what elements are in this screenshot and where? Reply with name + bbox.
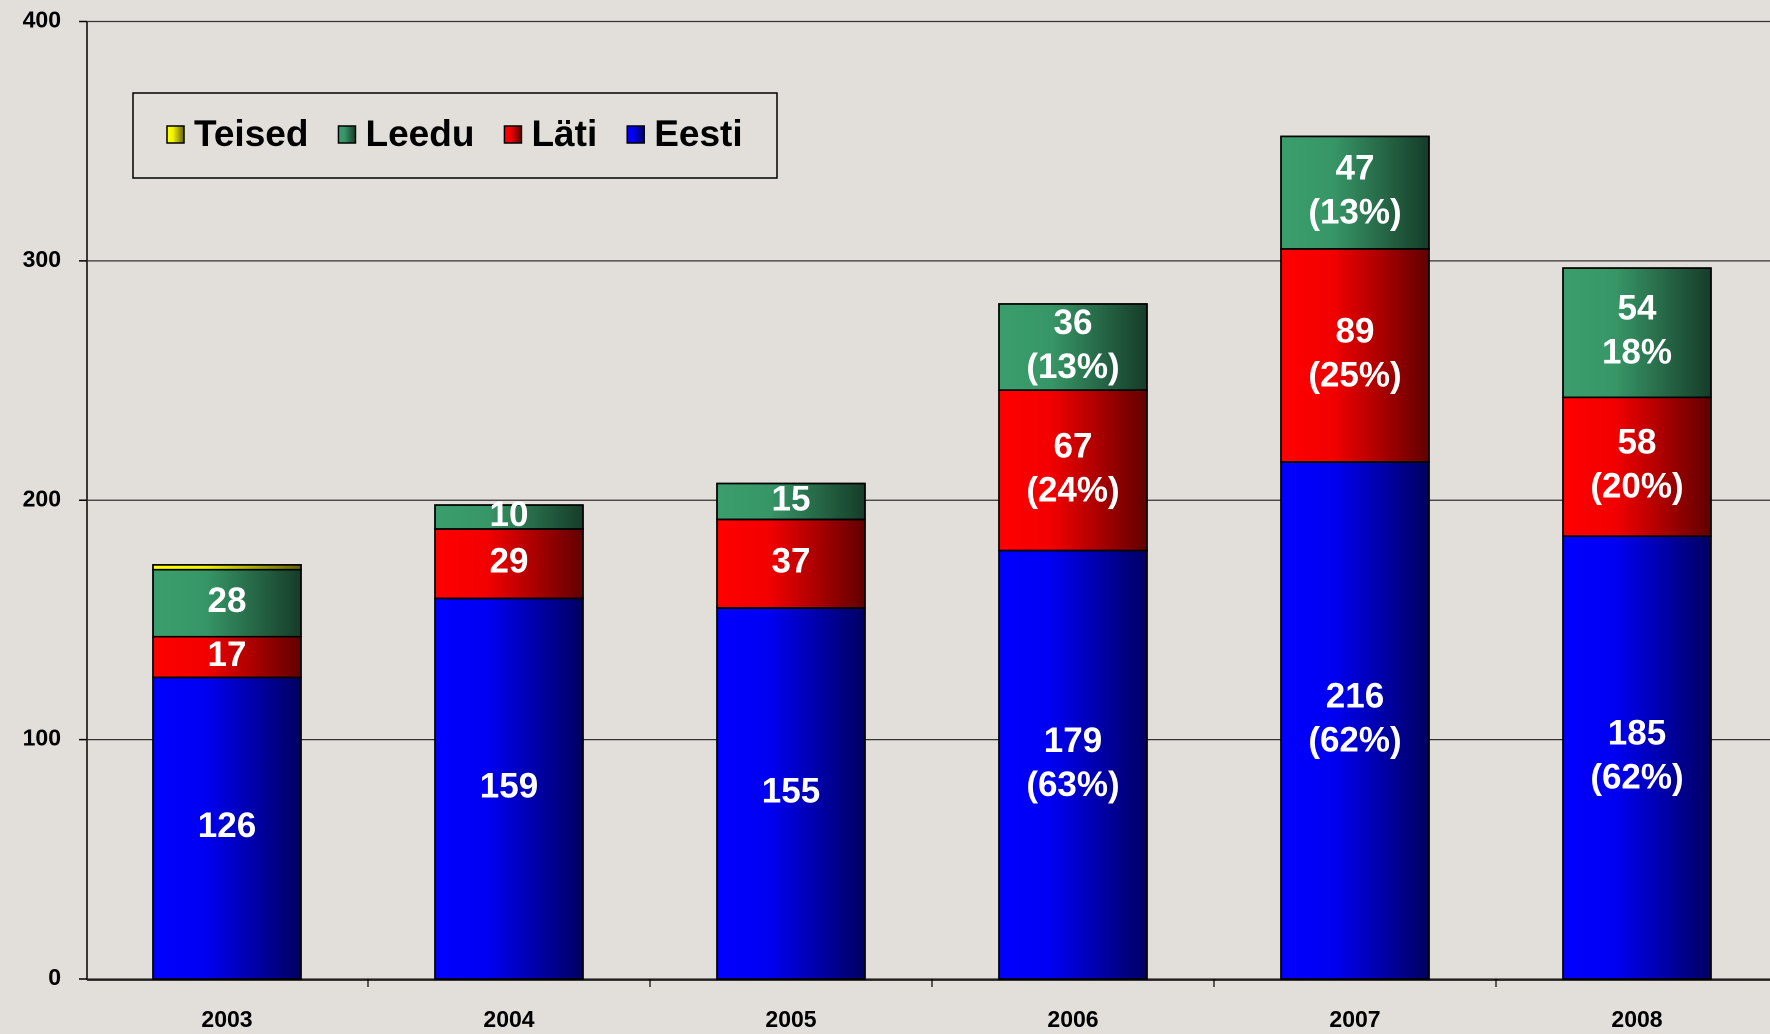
legend-label: Läti <box>531 113 597 154</box>
value-label-line: 10 <box>490 495 529 534</box>
chart: Teised Leedu Läti Eesti 0 100 200 300 400 2003 20… <box>0 0 1770 1034</box>
bar-shade <box>153 565 301 570</box>
value-label: 126 <box>198 806 256 845</box>
x-tick-label: 2003 <box>201 1006 252 1032</box>
value-label-line: 18% <box>1602 333 1672 372</box>
y-tick-label: 100 <box>23 725 61 751</box>
value-label: 15 <box>772 480 811 519</box>
value-label-line: 47 <box>1336 149 1375 188</box>
value-label-line: 29 <box>490 542 529 581</box>
y-tick-label: 300 <box>23 246 61 272</box>
y-tick-label: 0 <box>48 964 61 990</box>
value-label-line: 179 <box>1044 721 1102 760</box>
legend-label: Eesti <box>654 113 742 154</box>
legend-swatch-shade <box>167 126 184 143</box>
value-label-line: 155 <box>762 772 820 811</box>
x-tick-label: 2004 <box>483 1006 534 1032</box>
value-label-line: (13%) <box>1026 347 1119 386</box>
value-label-line: 89 <box>1336 312 1375 351</box>
x-tick-label: 2008 <box>1611 1006 1662 1032</box>
value-label-line: (20%) <box>1590 467 1683 506</box>
x-tick-label: 2006 <box>1047 1006 1098 1032</box>
value-label-line: 126 <box>198 806 256 845</box>
value-label: 159 <box>480 767 538 806</box>
value-label: 29 <box>490 542 529 581</box>
value-label-line: (62%) <box>1590 758 1683 797</box>
y-tick-label: 400 <box>23 7 61 33</box>
y-tick-label: 200 <box>23 485 61 511</box>
value-label-line: 159 <box>480 767 538 806</box>
value-label: 37 <box>772 542 811 581</box>
value-label-line: 54 <box>1618 289 1657 328</box>
x-tick-label: 2007 <box>1329 1006 1380 1032</box>
value-label: 155 <box>762 772 820 811</box>
value-label-line: 58 <box>1618 423 1657 462</box>
value-label-line: 28 <box>208 581 247 620</box>
value-label-line: (25%) <box>1308 356 1401 395</box>
x-tick-label: 2005 <box>765 1006 816 1032</box>
legend-label: Leedu <box>365 113 474 154</box>
legend-swatch-shade <box>627 126 644 143</box>
value-label: 10 <box>490 495 529 534</box>
value-label: 28 <box>208 581 247 620</box>
value-label-line: (62%) <box>1308 721 1401 760</box>
legend-swatch-shade <box>504 126 521 143</box>
legend-label: Teised <box>194 113 308 154</box>
value-label-line: 15 <box>772 480 811 519</box>
value-label-line: (13%) <box>1308 193 1401 232</box>
value-label-line: 37 <box>772 542 811 581</box>
value-label-line: 185 <box>1608 714 1666 753</box>
value-label-line: (63%) <box>1026 765 1119 804</box>
value-label-line: 67 <box>1054 427 1093 466</box>
value-label: 17 <box>208 635 247 674</box>
value-label-line: (24%) <box>1026 471 1119 510</box>
value-label-line: 36 <box>1054 303 1093 342</box>
value-label-line: 216 <box>1326 677 1384 716</box>
legend: Teised Leedu Läti Eesti <box>133 93 777 178</box>
value-label-line: 17 <box>208 635 247 674</box>
legend-swatch-shade <box>338 126 355 143</box>
